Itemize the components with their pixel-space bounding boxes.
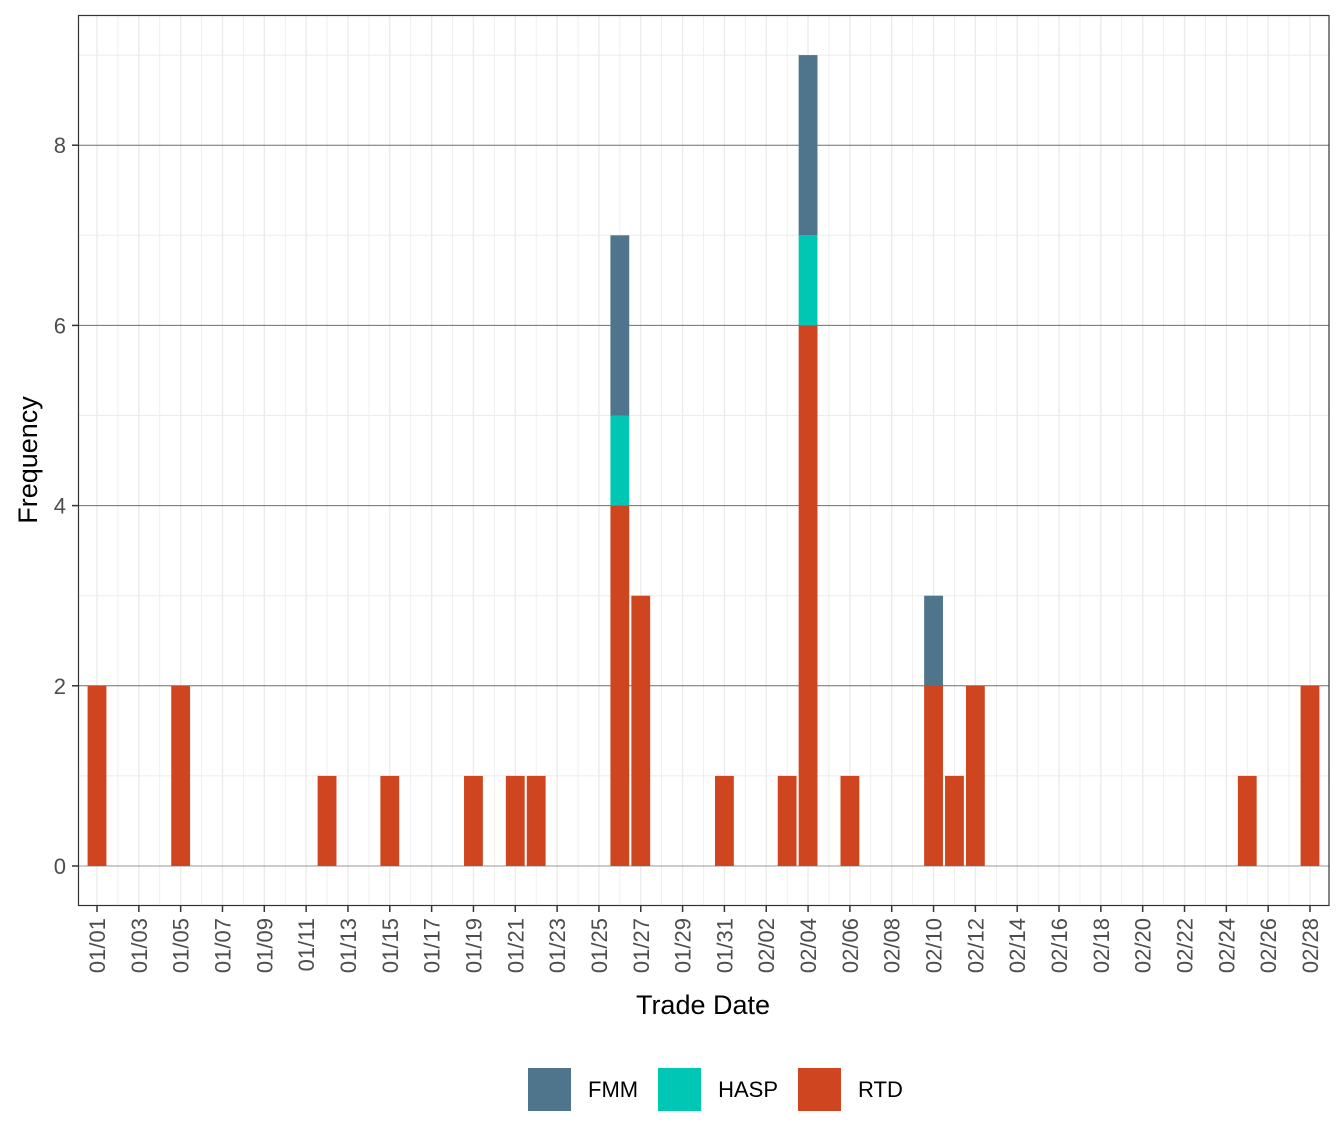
x-tick-label: 02/26	[1256, 918, 1281, 973]
y-tick-label: 4	[54, 494, 66, 519]
x-tick-label: 01/21	[503, 918, 528, 973]
bar-rtd-01-22	[526, 775, 546, 866]
y-tick-label: 6	[54, 313, 66, 338]
bar-rtd-02-04	[798, 325, 818, 866]
x-tick-label: 01/23	[545, 918, 570, 973]
x-tick-label: 02/18	[1089, 918, 1114, 973]
bar-rtd-01-12	[317, 775, 337, 866]
y-axis: 0 2 4 6 8	[54, 133, 78, 879]
y-axis-title: Frequency	[13, 396, 43, 524]
x-tick-label: 01/13	[336, 918, 361, 973]
bar-fmm-02-10	[924, 595, 943, 686]
x-axis-title: Trade Date	[636, 990, 770, 1020]
bar-rtd-02-12	[965, 685, 985, 866]
x-tick-label: 01/15	[378, 918, 403, 973]
x-tick-label: 02/02	[754, 918, 779, 973]
bar-rtd-01-26	[610, 505, 630, 866]
legend-label-hasp: HASP	[718, 1076, 779, 1102]
legend-item-hasp: HASP	[658, 1068, 798, 1111]
x-tick-label: 01/09	[252, 918, 277, 973]
x-tick-label: 02/14	[1005, 918, 1030, 973]
x-tick-label: 02/22	[1173, 918, 1198, 973]
x-tick-label: 01/05	[169, 918, 194, 973]
x-tick-label: 02/24	[1214, 918, 1239, 973]
legend-swatch-fmm	[528, 1068, 571, 1111]
x-tick-label: 02/10	[922, 918, 947, 973]
bar-rtd-01-05	[171, 685, 191, 866]
bar-rtd-01-15	[380, 775, 400, 866]
x-tick-label: 02/06	[838, 918, 863, 973]
x-tick-label: 02/04	[796, 918, 821, 973]
x-tick-label: 02/12	[963, 918, 988, 973]
x-tick-label: 01/19	[461, 918, 486, 973]
bar-rtd-02-10	[924, 685, 943, 866]
x-tick-label: 02/20	[1131, 918, 1156, 973]
legend: FMM HASP RTD	[528, 1068, 923, 1111]
legend-swatch-hasp	[658, 1068, 702, 1111]
legend-label-fmm: FMM	[588, 1076, 639, 1102]
bar-rtd-02-03	[777, 775, 797, 866]
x-tick-label: 01/29	[671, 918, 696, 973]
x-tick-label: 02/28	[1298, 918, 1323, 973]
x-tick-label: 01/27	[629, 918, 654, 973]
x-tick-label: 01/03	[127, 918, 152, 973]
bar-rtd-01-01	[87, 685, 107, 866]
x-tick-label: 01/11	[294, 918, 319, 971]
x-axis: 01/01 01/03 01/05 01/07 01/09 01/11 01/13 01/15…	[85, 906, 1323, 973]
x-tick-label: 02/16	[1047, 918, 1072, 973]
bar-fmm-01-26	[610, 235, 630, 416]
bar-rtd-01-31	[715, 775, 734, 866]
x-tick-label: 01/07	[210, 918, 235, 973]
x-tick-label: 01/17	[420, 918, 445, 973]
y-tick-label: 8	[54, 133, 66, 158]
legend-item-fmm: FMM	[528, 1068, 658, 1111]
bars	[87, 55, 1320, 866]
legend-label-rtd: RTD	[858, 1076, 903, 1102]
legend-swatch-rtd	[798, 1068, 842, 1111]
legend-item-rtd: RTD	[798, 1068, 923, 1111]
y-tick-label: 2	[54, 674, 66, 699]
grid-lines	[78, 15, 1329, 906]
x-tick-label: 02/08	[880, 918, 905, 973]
bar-rtd-02-28	[1300, 685, 1320, 866]
bar-rtd-01-27	[631, 595, 651, 866]
bar-rtd-01-19	[464, 775, 483, 866]
bar-rtd-02-11	[945, 775, 964, 866]
y-tick-label: 0	[54, 854, 66, 879]
x-tick-label: 01/25	[587, 918, 612, 973]
x-tick-label: 01/01	[85, 918, 110, 973]
bar-rtd-02-06	[840, 775, 860, 866]
x-tick-label: 01/31	[712, 918, 737, 973]
bar-hasp-01-26	[610, 415, 630, 506]
bar-hasp-02-04	[798, 235, 818, 326]
bar-fmm-02-04	[798, 55, 818, 236]
plot-panel-border	[77, 14, 1330, 907]
bar-rtd-02-25	[1237, 775, 1257, 866]
bar-rtd-01-21	[505, 775, 525, 866]
